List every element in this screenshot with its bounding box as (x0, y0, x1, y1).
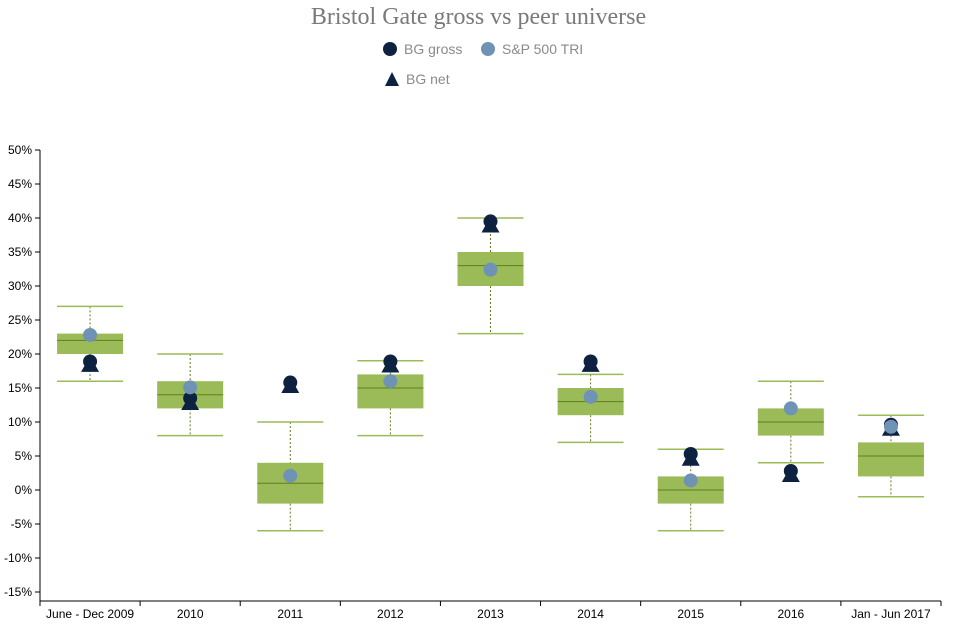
legend-circle-icon (383, 42, 397, 56)
point-bg-gross[interactable] (783, 463, 798, 478)
point-sp500[interactable] (383, 374, 398, 389)
y-tick-label: 30% (8, 279, 32, 293)
point-bg-gross[interactable] (83, 354, 98, 369)
x-tick-label: 2012 (377, 607, 404, 621)
legend-label-sp500: S&P 500 TRI (502, 41, 584, 57)
y-tick-label: -10% (4, 551, 32, 565)
point-sp500[interactable] (83, 327, 98, 342)
box-iqr[interactable] (57, 333, 124, 354)
legend-item-bg-net[interactable]: BG net (384, 70, 474, 88)
y-tick-label: -15% (4, 585, 32, 599)
point-sp500[interactable] (583, 389, 598, 404)
y-tick-label: 35% (8, 245, 32, 259)
point-sp500[interactable] (683, 473, 698, 488)
point-bg-gross[interactable] (683, 446, 698, 461)
legend-item-sp500[interactable]: S&P 500 TRI (480, 40, 590, 58)
point-bg-gross[interactable] (483, 214, 498, 229)
x-tick-label: 2014 (577, 607, 604, 621)
y-tick-label: 20% (8, 347, 32, 361)
point-sp500[interactable] (783, 401, 798, 416)
y-tick-label: 40% (8, 211, 32, 225)
x-tick-label: 2011 (277, 607, 303, 621)
legend-marker-bg-gross (383, 42, 397, 56)
x-tick-label: Jan - Jun 2017 (851, 607, 931, 621)
x-tick-label: June - Dec 2009 (46, 607, 134, 621)
point-sp500[interactable] (483, 262, 498, 277)
point-bg-gross[interactable] (383, 354, 398, 369)
legend-triangle-icon (385, 72, 399, 86)
y-tick-label: 5% (15, 449, 33, 463)
y-tick-label: 0% (15, 483, 33, 497)
y-tick-label: 25% (8, 313, 32, 327)
y-tick-label: 45% (8, 177, 32, 191)
point-bg-gross[interactable] (583, 354, 598, 369)
point-sp500[interactable] (183, 380, 198, 395)
point-bg-gross[interactable] (283, 375, 298, 390)
x-tick-label: 2010 (177, 607, 204, 621)
point-sp500[interactable] (283, 468, 298, 483)
point-sp500[interactable] (883, 419, 898, 434)
chart-title: Bristol Gate gross vs peer universe (310, 4, 647, 30)
legend-label-bg-gross: BG gross (404, 41, 463, 57)
legend-marker-bg-net (385, 72, 399, 86)
y-tick-label: 15% (8, 381, 32, 395)
legend-label-bg-net: BG net (406, 71, 450, 87)
legend-item-bg-gross[interactable]: BG gross (382, 40, 482, 58)
y-tick-label: 10% (8, 415, 32, 429)
y-tick-label: -5% (11, 517, 33, 531)
legend-circle-icon (481, 42, 495, 56)
y-tick-label: 50% (8, 143, 32, 157)
x-tick-label: 2015 (677, 607, 704, 621)
legend-marker-sp500 (481, 42, 495, 56)
x-tick-label: 2016 (777, 607, 804, 621)
x-tick-label: 2013 (477, 607, 504, 621)
box-iqr[interactable] (857, 442, 924, 477)
point-bg-gross[interactable] (183, 391, 198, 406)
